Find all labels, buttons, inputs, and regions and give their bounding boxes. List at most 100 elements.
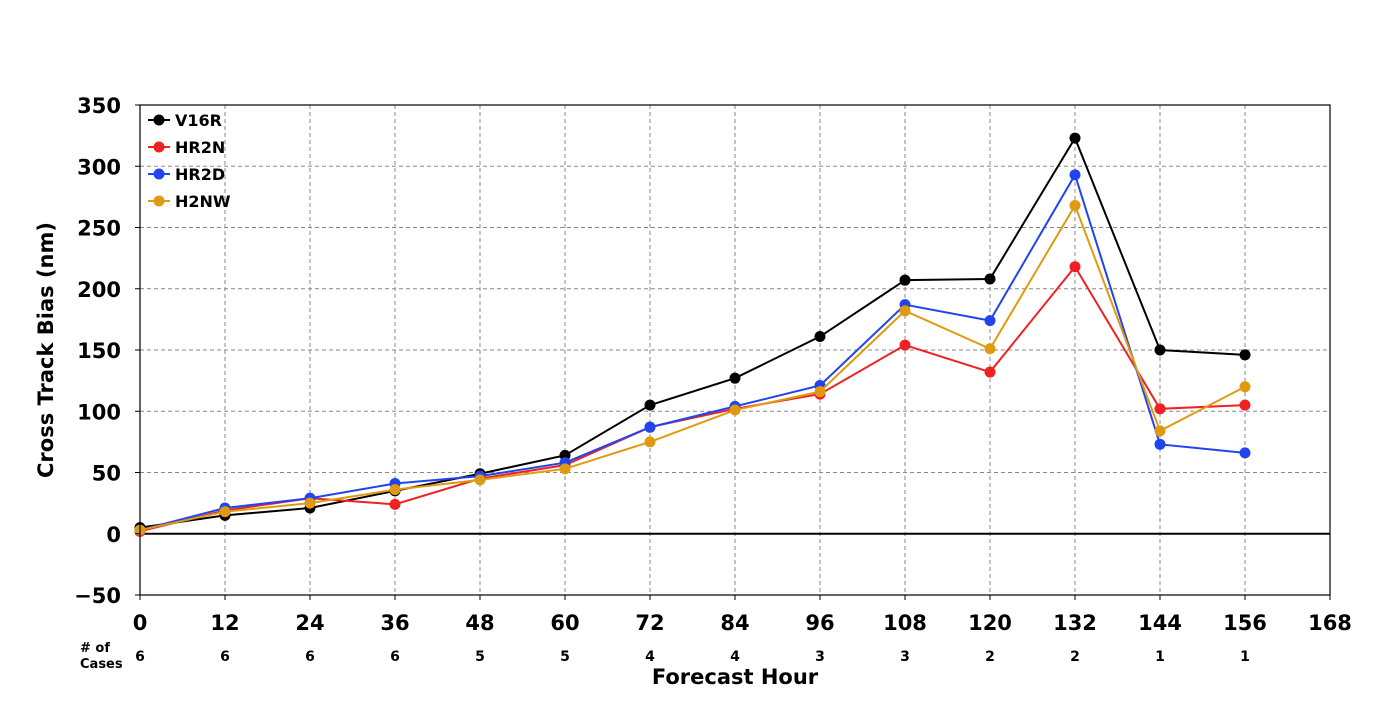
data-point [814, 331, 826, 343]
y-tick-label: 100 [77, 400, 121, 424]
data-point [1069, 132, 1081, 144]
data-point [814, 386, 826, 398]
data-point [899, 339, 911, 351]
x-tick-label: 0 [133, 611, 148, 635]
data-point [984, 366, 996, 378]
data-point [984, 343, 996, 355]
case-count-label: 4 [645, 649, 655, 665]
y-tick-label: 250 [77, 217, 121, 241]
legend-marker [153, 195, 165, 207]
data-point [1069, 169, 1081, 181]
data-point [1154, 438, 1166, 450]
y-tick-label: 0 [106, 523, 121, 547]
data-point [1154, 344, 1166, 356]
grid-lines [140, 105, 1330, 595]
case-count-label: 4 [730, 649, 740, 665]
y-tick-label: 50 [92, 462, 121, 486]
case-count-label: 1 [1155, 649, 1165, 665]
data-point [729, 404, 741, 416]
case-count-label: 6 [220, 649, 230, 665]
x-tick-label: 72 [635, 611, 664, 635]
data-point [1239, 381, 1251, 393]
legend-item: V16R [148, 111, 222, 130]
data-point [1154, 403, 1166, 415]
case-count-label: 5 [475, 649, 485, 665]
legend-item: H2NW [148, 192, 231, 211]
case-count-label: 2 [1070, 649, 1080, 665]
x-axis-title: Forecast Hour [652, 665, 819, 689]
data-point [984, 273, 996, 285]
axis-ticks: 0 12 24 36 48 60 72 84 96 108 120 132 144 156 168 −50 0 5… [74, 94, 1352, 635]
series-line [139, 264, 1246, 533]
data-point [1239, 349, 1251, 361]
data-point [984, 315, 996, 327]
x-tick-label: 12 [210, 611, 239, 635]
legend: V16R HR2N HR2D H2NW [148, 111, 231, 211]
x-tick-label: 48 [465, 611, 494, 635]
x-tick-label: 84 [720, 611, 749, 635]
legend-label: H2NW [175, 192, 231, 211]
legend-marker [153, 168, 165, 180]
case-count-label: 3 [815, 649, 825, 665]
data-point [644, 399, 656, 411]
legend-item: HR2N [148, 138, 225, 157]
data-point [474, 474, 486, 486]
data-point [219, 506, 231, 518]
data-point [389, 498, 401, 510]
data-point [559, 463, 571, 475]
cases-header-line-1: # of [80, 641, 110, 656]
y-tick-label: 300 [77, 155, 121, 179]
series-line [139, 172, 1246, 532]
x-tick-label: 132 [1053, 611, 1097, 635]
legend-label: V16R [175, 111, 222, 130]
cases-header-line-2: Cases [80, 657, 123, 672]
x-tick-label: 60 [550, 611, 579, 635]
data-point [644, 436, 656, 448]
y-tick-label: 150 [77, 339, 121, 363]
data-point [644, 421, 656, 433]
x-tick-label: 96 [805, 611, 834, 635]
series-h2nw [134, 199, 1251, 536]
data-point [1239, 447, 1251, 459]
data-point [1239, 399, 1251, 411]
case-count-label: 6 [135, 649, 145, 665]
x-tick-label: 36 [380, 611, 409, 635]
legend-marker [153, 114, 165, 126]
series-line [139, 203, 1246, 532]
series-v16r [134, 132, 1251, 534]
series-line [139, 135, 1246, 529]
cases-row: # of Cases 6 6 6 6 5 5 4 4 3 3 2 2 1 1 [80, 641, 1250, 672]
x-tick-label: 24 [295, 611, 324, 635]
case-count-label: 1 [1240, 649, 1250, 665]
x-tick-label: 156 [1223, 611, 1267, 635]
data-point [304, 497, 316, 509]
series-layer [134, 132, 1251, 537]
data-point [1069, 261, 1081, 273]
data-point [1069, 199, 1081, 211]
legend-item: HR2D [148, 165, 225, 184]
x-tick-label: 108 [883, 611, 927, 635]
case-count-label: 5 [560, 649, 570, 665]
data-point [1154, 425, 1166, 437]
y-axis-title: Cross Track Bias (nm) [34, 222, 58, 478]
data-point [389, 484, 401, 496]
case-count-label: 6 [305, 649, 315, 665]
data-point [899, 274, 911, 286]
case-count-label: 2 [985, 649, 995, 665]
y-tick-label: 200 [77, 278, 121, 302]
series-hr2n [134, 261, 1251, 537]
x-tick-label: 120 [968, 611, 1012, 635]
case-count-label: 6 [390, 649, 400, 665]
case-count-label: 3 [900, 649, 910, 665]
legend-marker [153, 141, 165, 153]
data-point [899, 305, 911, 317]
legend-label: HR2D [175, 165, 225, 184]
y-tick-label: 350 [77, 94, 121, 118]
y-tick-label: −50 [74, 584, 121, 608]
data-point [729, 372, 741, 384]
legend-label: HR2N [175, 138, 225, 157]
x-tick-label: 144 [1138, 611, 1182, 635]
x-tick-label: 168 [1308, 611, 1352, 635]
